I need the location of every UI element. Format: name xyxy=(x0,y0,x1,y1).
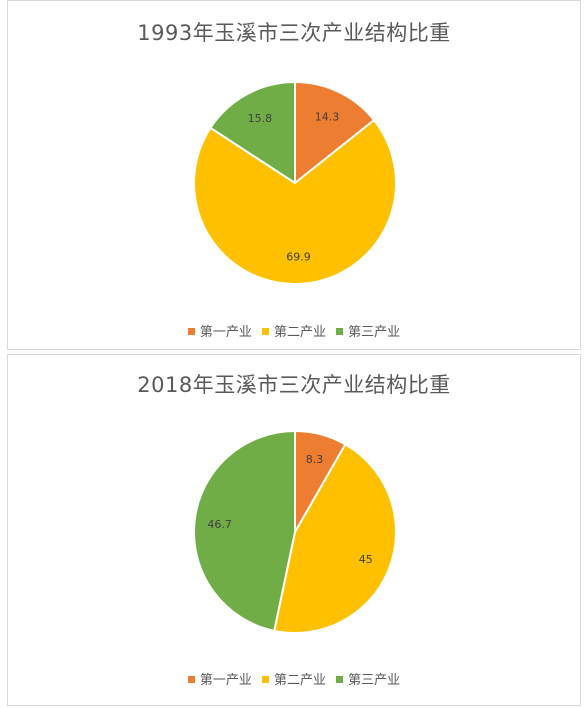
legend-swatch-secondary xyxy=(261,676,269,683)
pie-slice-tertiary xyxy=(193,430,296,632)
chart-panel-2018: 2018年玉溪市三次产业结构比重 8.3 45 46.7 第一产业 第二产业 第三产… xyxy=(7,354,581,706)
legend-item-primary: 第一产业 xyxy=(187,321,252,340)
data-label-primary: 8.3 xyxy=(306,453,324,466)
legend-label-secondary: 第二产业 xyxy=(273,673,326,688)
legend-label-primary: 第一产业 xyxy=(199,325,252,340)
legend-item-secondary: 第二产业 xyxy=(261,669,326,688)
chart-title-2018: 2018年玉溪市三次产业结构比重 xyxy=(137,373,451,397)
legend-swatch-secondary xyxy=(261,328,269,335)
data-label-tertiary: 46.7 xyxy=(207,518,232,531)
legend-swatch-tertiary xyxy=(336,328,344,335)
legend-2018: 第一产业 第二产业 第三产业 xyxy=(8,669,580,688)
legend-swatch-primary xyxy=(187,328,195,335)
pie-slice-tertiary xyxy=(209,81,296,184)
data-label-primary: 14.3 xyxy=(315,111,340,124)
data-label-secondary: 45 xyxy=(359,553,373,566)
legend-1993: 第一产业 第二产业 第三产业 xyxy=(8,321,580,340)
legend-swatch-primary xyxy=(187,676,195,683)
pie-slice-primary xyxy=(294,81,376,184)
legend-item-secondary: 第二产业 xyxy=(261,321,326,340)
chart-panel-1993: 1993年玉溪市三次产业结构比重 14.3 69.9 15.8 第一产业 第二产业 … xyxy=(7,0,581,350)
data-label-tertiary: 15.8 xyxy=(248,112,273,125)
legend-item-primary: 第一产业 xyxy=(187,669,252,688)
legend-item-tertiary: 第三产业 xyxy=(336,321,400,340)
pie-slice-secondary xyxy=(193,119,397,285)
chart-title-1993: 1993年玉溪市三次产业结构比重 xyxy=(137,21,451,45)
pie-chart-1993: 14.3 69.9 15.8 xyxy=(193,81,397,285)
pie-slice-secondary xyxy=(273,443,398,634)
pie-chart-2018: 8.3 45 46.7 xyxy=(193,430,398,634)
legend-label-tertiary: 第三产业 xyxy=(348,673,401,688)
legend-item-tertiary: 第三产业 xyxy=(336,669,400,688)
legend-label-tertiary: 第三产业 xyxy=(348,325,401,340)
legend-label-secondary: 第二产业 xyxy=(273,325,326,340)
data-label-secondary: 69.9 xyxy=(286,251,311,264)
legend-label-primary: 第一产业 xyxy=(199,673,252,688)
legend-swatch-tertiary xyxy=(336,676,344,683)
